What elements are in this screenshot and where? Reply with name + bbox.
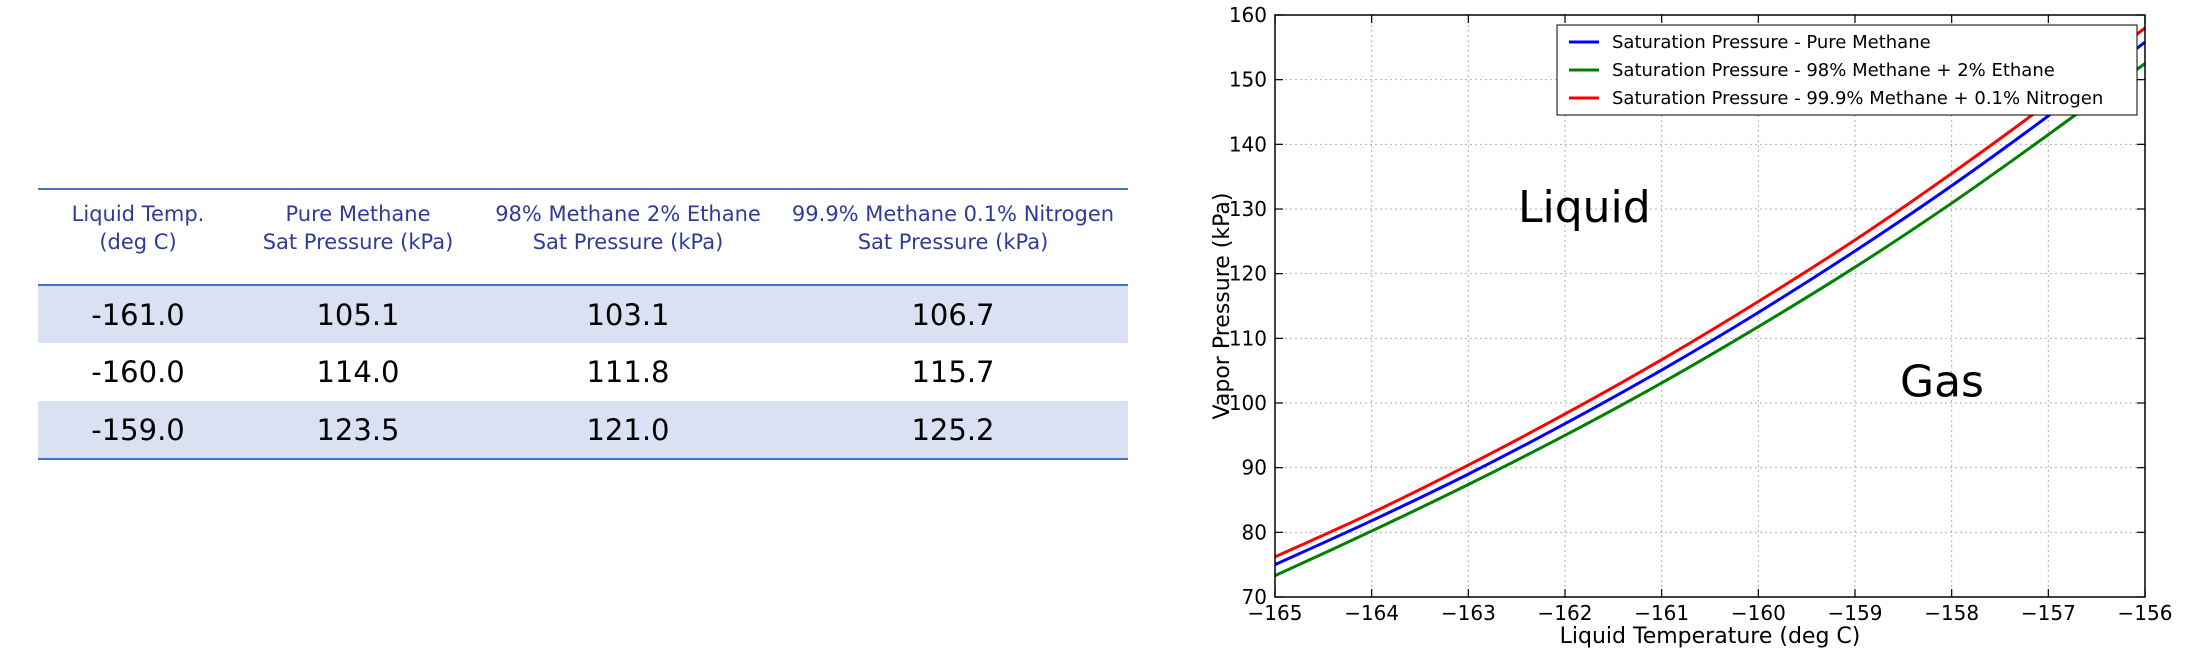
header-pure-methane: Pure Methane Sat Pressure (kPa) <box>238 188 478 285</box>
legend-box <box>1556 24 2138 116</box>
y-tick-label: 150 <box>1229 68 1267 92</box>
table-cell: 103.1 <box>478 284 778 343</box>
legend-label-3: Saturation Pressure - 99.9% Methane + 0.… <box>1612 88 2103 109</box>
annotation-gas: Gas <box>1900 357 1984 408</box>
series-line-2 <box>1275 62 2145 578</box>
x-tick-label: −163 <box>1441 601 1496 625</box>
x-tick-label: −160 <box>1731 601 1786 625</box>
saturation-pressure-table-panel: Liquid Temp. (deg C) Pure Methane Sat Pres… <box>38 188 1128 460</box>
x-tick-label: −159 <box>1828 601 1883 625</box>
x-tick-label: −158 <box>1924 601 1979 625</box>
header-liquid-temp: Liquid Temp. (deg C) <box>38 188 238 285</box>
table-cell: 106.7 <box>778 284 1128 343</box>
header-methane-nitrogen: 99.9% Methane 0.1% Nitrogen Sat Pressure … <box>778 188 1128 285</box>
x-tick-label: −165 <box>1248 601 1303 625</box>
annotation-liquid: Liquid <box>1518 182 1651 233</box>
y-tick-label: 110 <box>1229 326 1267 350</box>
y-tick-label: 70 <box>1242 585 1267 609</box>
table-row: -161.0 105.1 103.1 106.7 <box>38 284 1128 343</box>
x-tick-label: −157 <box>2021 601 2076 625</box>
table-cell: 125.2 <box>778 401 1128 460</box>
vapor-pressure-chart: −165 −164 −163 −162 −161 −160 −159 −158 −157 −156… <box>1210 3 2173 649</box>
y-tick-label: 140 <box>1229 132 1267 156</box>
y-tick-label: 130 <box>1229 197 1267 221</box>
y-tick-label: 100 <box>1229 391 1267 415</box>
header-methane-ethane: 98% Methane 2% Ethane Sat Pressure (kPa) <box>478 188 778 285</box>
table-row: -159.0 123.5 121.0 125.2 <box>38 401 1128 460</box>
saturation-pressure-table: Liquid Temp. (deg C) Pure Methane Sat Pres… <box>38 188 1128 460</box>
plot-frame <box>1274 14 2146 598</box>
table-cell: 111.8 <box>586 355 670 389</box>
series-line-3 <box>1275 26 2145 559</box>
x-tick-label: −161 <box>1634 601 1689 625</box>
x-tick-label: −156 <box>2118 601 2173 625</box>
table-cell: 105.1 <box>238 284 478 343</box>
table-row: -160.0 114.0 111.8 115.7 <box>38 343 1128 401</box>
table-cell: 121.0 <box>478 401 778 460</box>
table-cell: -159.0 <box>38 401 238 460</box>
table-cell: -161.0 <box>38 284 238 343</box>
table-cell: -160.0 <box>91 355 185 389</box>
x-tick-label: −162 <box>1538 601 1593 625</box>
table-cell: 123.5 <box>238 401 478 460</box>
series-line-1 <box>1275 40 2145 567</box>
table-header-row: Liquid Temp. (deg C) Pure Methane Sat Pres… <box>38 188 1128 285</box>
table-cell: 114.0 <box>316 355 400 389</box>
x-tick-label: −164 <box>1344 601 1399 625</box>
y-tick-label: 80 <box>1242 520 1267 544</box>
y-axis-label: Vapor Pressure (kPa) <box>1210 193 1235 420</box>
y-tick-label: 120 <box>1229 262 1267 286</box>
y-tick-label: 160 <box>1229 3 1267 27</box>
legend-label-2: Saturation Pressure - 98% Methane + 2% E… <box>1612 60 2055 81</box>
table-cell: 115.7 <box>911 355 995 389</box>
x-axis-label: Liquid Temperature (deg C) <box>1560 624 1861 649</box>
y-tick-label: 90 <box>1242 456 1267 480</box>
legend-label-1: Saturation Pressure - Pure Methane <box>1612 32 1931 53</box>
